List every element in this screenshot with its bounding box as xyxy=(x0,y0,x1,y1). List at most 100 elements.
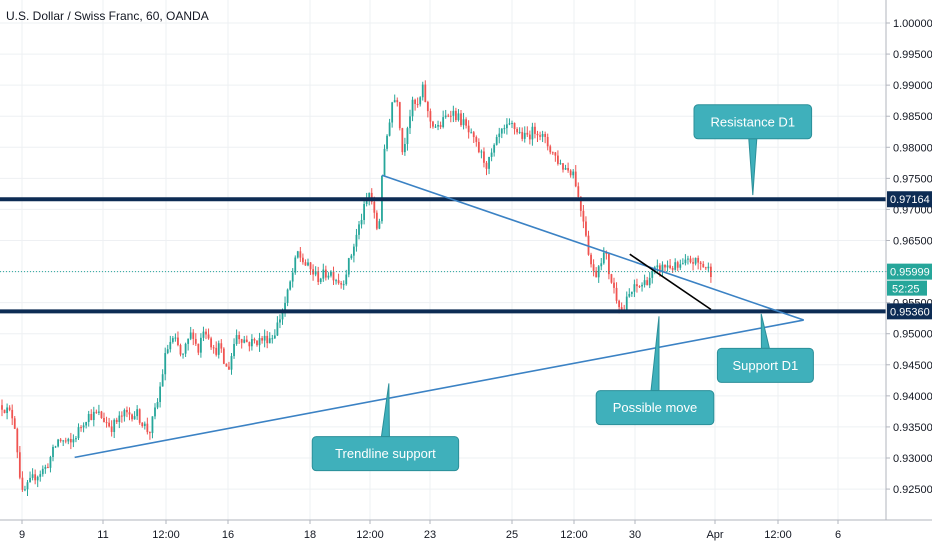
price-axis[interactable]: 1.00000 0.99500 0.99000 0.98500 0.98000 0.975… xyxy=(885,0,932,550)
candle-body xyxy=(679,264,682,268)
candle-body xyxy=(610,274,613,283)
candle-body xyxy=(360,219,363,225)
candle-body xyxy=(62,440,65,442)
candle-body xyxy=(284,302,286,312)
candle-body xyxy=(16,428,19,453)
candle-body xyxy=(671,268,674,270)
candle-body xyxy=(528,134,531,140)
candle-body xyxy=(608,253,610,275)
candle-body xyxy=(103,417,105,423)
candle-body xyxy=(154,407,156,417)
candle-body xyxy=(452,110,455,116)
candle-body xyxy=(498,133,501,138)
candle-body xyxy=(192,332,195,339)
time-tick-label: 23 xyxy=(424,529,436,541)
candle-body xyxy=(90,414,93,421)
candle-body xyxy=(414,99,416,104)
time-tick-label: 12:00 xyxy=(560,529,588,541)
candle-body xyxy=(557,155,559,164)
candle-body xyxy=(133,416,136,420)
candle-body xyxy=(251,339,253,347)
candle-body xyxy=(470,132,473,134)
trendline[interactable] xyxy=(74,319,804,459)
candle-body xyxy=(179,345,182,355)
candle-body xyxy=(704,267,707,269)
callout-box[interactable] xyxy=(595,390,715,426)
callout-box[interactable] xyxy=(311,436,460,472)
candle-body xyxy=(82,425,85,428)
countdown-label: 52:25 xyxy=(892,284,920,296)
candle-body xyxy=(666,265,669,268)
current-price-badge-label: 0.95999 xyxy=(890,267,930,279)
candle-body xyxy=(304,262,307,266)
price-tick-label: 0.96500 xyxy=(893,236,932,248)
candle-body xyxy=(692,262,694,264)
candle-body xyxy=(694,257,697,264)
callout-label: Support D1 xyxy=(733,358,799,373)
candle-body xyxy=(6,407,8,414)
callout-box[interactable] xyxy=(693,104,813,140)
time-axis[interactable]: 9 11 12:00 16 18 12:00 23 25 12:00 30 Apr 12:00 6 xyxy=(0,519,932,550)
callout-box[interactable] xyxy=(716,347,814,383)
time-tick-label: 25 xyxy=(506,529,518,541)
candle-body xyxy=(564,167,567,170)
candle-body xyxy=(710,266,712,277)
candle-body xyxy=(243,339,246,343)
candle-body xyxy=(120,415,123,417)
candle-body xyxy=(210,338,212,348)
candle-body xyxy=(207,334,210,339)
candle-body xyxy=(620,307,623,311)
candle-body xyxy=(31,474,34,478)
candle-body xyxy=(432,121,434,127)
candle-body xyxy=(276,322,279,336)
candle-body xyxy=(41,468,44,475)
candle-body xyxy=(228,366,230,370)
trendline[interactable] xyxy=(629,253,712,311)
price-tick-label: 0.97500 xyxy=(893,173,932,185)
candle-body xyxy=(541,134,544,137)
candle-body xyxy=(574,171,577,187)
level-badge xyxy=(887,303,932,320)
candle-body xyxy=(138,409,141,423)
candle-body xyxy=(49,457,52,468)
candle-body xyxy=(200,337,202,353)
candle-body xyxy=(39,474,42,477)
countdown-badge xyxy=(887,280,927,296)
candle-body xyxy=(166,349,169,354)
candle-body xyxy=(230,356,233,370)
candle-body xyxy=(240,339,243,343)
candle-body xyxy=(197,343,200,353)
candle-body xyxy=(159,386,161,403)
candle-body xyxy=(100,411,103,418)
candle-body xyxy=(648,277,651,286)
candle-body xyxy=(490,152,493,157)
candle-body xyxy=(98,411,100,413)
candle-body xyxy=(95,411,98,413)
candle-body xyxy=(669,265,671,269)
trendline[interactable] xyxy=(381,174,804,321)
candle-body xyxy=(404,144,406,153)
candle-body xyxy=(365,199,368,204)
candle-body xyxy=(460,113,462,126)
candle-body xyxy=(330,271,332,276)
candle-body xyxy=(324,269,327,278)
candle-body xyxy=(539,135,541,137)
candle-body xyxy=(544,134,547,137)
candle-body xyxy=(18,452,21,478)
candle-body xyxy=(429,111,432,122)
candle-body xyxy=(630,291,633,294)
candle-body xyxy=(126,409,128,413)
callout-label: Possible move xyxy=(613,400,698,415)
candle-body xyxy=(92,411,95,421)
candle-body xyxy=(294,257,297,273)
candle-body xyxy=(419,97,422,105)
candle-body xyxy=(475,137,478,142)
candle-body xyxy=(174,337,177,339)
candle-body xyxy=(184,343,187,354)
candle-body xyxy=(628,293,631,297)
candle-body xyxy=(245,339,248,343)
candle-body xyxy=(534,126,536,134)
candle-body xyxy=(164,353,167,375)
candle-body xyxy=(572,171,575,176)
candle-body xyxy=(516,129,518,133)
